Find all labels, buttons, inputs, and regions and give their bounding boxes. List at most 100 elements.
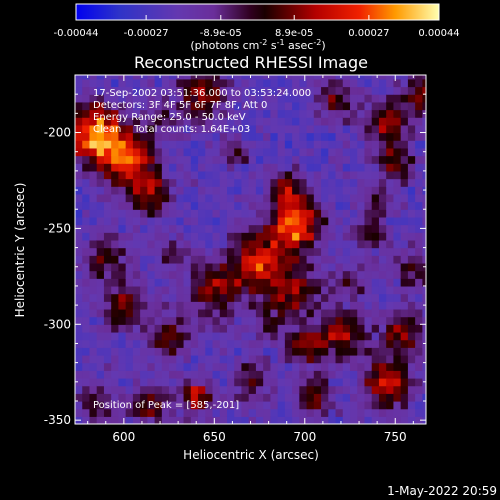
heatmap-cell xyxy=(335,316,344,325)
heatmap-cell xyxy=(378,255,387,264)
heatmap-cell xyxy=(198,331,206,341)
heatmap-cell xyxy=(96,385,105,394)
heatmap-cell xyxy=(82,163,91,172)
heatmap-cell xyxy=(284,101,293,111)
heatmap-cell xyxy=(248,216,257,226)
footer-timestamp: 1-May-2022 20:59 xyxy=(387,484,497,498)
heatmap-cell xyxy=(299,224,308,233)
heatmap-cell xyxy=(125,147,134,157)
heatmap-cell xyxy=(111,377,120,387)
heatmap-cell xyxy=(393,109,402,118)
heatmap-cell xyxy=(386,163,395,172)
heatmap-cell xyxy=(205,255,214,264)
heatmap-cell xyxy=(422,86,426,95)
heatmap-cell xyxy=(205,232,214,241)
heatmap-cell xyxy=(111,301,120,310)
heatmap-cell xyxy=(364,270,373,279)
heatmap-cell xyxy=(371,385,380,394)
heatmap-cell xyxy=(328,109,337,118)
heatmap-cell xyxy=(386,331,395,341)
heatmap-cell xyxy=(147,393,156,402)
heatmap-cell xyxy=(350,316,358,325)
heatmap-cell xyxy=(147,163,156,172)
heatmap-cell xyxy=(415,370,423,379)
heatmap-cell xyxy=(378,331,387,341)
heatmap-cell xyxy=(154,86,163,95)
heatmap-cell xyxy=(407,347,416,356)
heatmap-cell xyxy=(284,324,293,333)
heatmap-cell xyxy=(176,201,185,210)
heatmap-cell xyxy=(306,117,315,126)
heatmap-cell xyxy=(205,262,214,272)
heatmap-cell xyxy=(255,155,264,164)
heatmap-cell xyxy=(82,385,91,394)
heatmap-cell xyxy=(75,193,83,203)
heatmap-cell xyxy=(234,216,243,226)
heatmap-cell xyxy=(371,331,380,341)
heatmap-cell xyxy=(386,255,395,264)
heatmap-cell xyxy=(255,75,264,80)
heatmap-cell xyxy=(89,354,98,364)
heatmap-cell xyxy=(277,75,286,80)
heatmap-cell xyxy=(284,301,293,310)
heatmap-cell xyxy=(241,224,250,233)
heatmap-cell xyxy=(284,370,293,379)
heatmap-cell xyxy=(321,301,329,310)
heatmap-cell xyxy=(147,186,156,195)
heatmap-cell xyxy=(335,324,344,333)
heatmap-cell xyxy=(140,86,148,95)
heatmap-cell xyxy=(364,247,373,256)
heatmap-cell xyxy=(255,209,264,218)
heatmap-cell xyxy=(400,178,409,187)
heatmap-cell xyxy=(82,308,91,318)
heatmap-cell xyxy=(147,377,156,387)
heatmap-cell xyxy=(328,278,337,287)
heatmap-cell xyxy=(103,132,112,141)
heatmap-cell xyxy=(75,232,83,241)
heatmap-cell xyxy=(75,186,83,195)
heatmap-cell xyxy=(241,270,250,279)
heatmap-cell xyxy=(371,140,380,149)
heatmap-cell xyxy=(154,124,163,134)
heatmap-cell xyxy=(219,400,228,410)
heatmap-cell xyxy=(422,308,426,318)
heatmap-cell xyxy=(263,140,271,149)
heatmap-cell xyxy=(270,362,279,371)
heatmap-cell xyxy=(183,270,192,279)
heatmap-cell xyxy=(147,316,156,325)
heatmap-cell xyxy=(183,75,192,80)
heatmap-cell xyxy=(161,339,170,348)
heatmap-cell xyxy=(350,75,358,80)
heatmap-cell xyxy=(248,101,257,111)
heatmap-cell xyxy=(82,377,91,387)
heatmap-cell xyxy=(386,324,395,333)
heatmap-cell xyxy=(161,170,170,180)
heatmap-cell xyxy=(96,86,105,95)
heatmap-cell xyxy=(205,416,214,424)
heatmap-cell xyxy=(111,293,120,302)
heatmap-cell xyxy=(212,193,221,203)
heatmap-cell xyxy=(415,132,423,141)
heatmap-cell xyxy=(306,75,315,80)
heatmap-cell xyxy=(75,262,83,272)
heatmap-cell xyxy=(415,109,423,118)
heatmap-cell xyxy=(255,293,264,302)
heatmap-cell xyxy=(183,132,192,141)
heatmap-cell xyxy=(386,232,395,241)
heatmap-cell xyxy=(111,331,120,341)
heatmap-cell xyxy=(103,278,112,287)
heatmap-cell xyxy=(219,408,228,417)
heatmap-cell xyxy=(96,400,105,410)
heatmap-cell xyxy=(248,193,257,203)
heatmap-cell xyxy=(241,140,250,149)
heatmap-cell xyxy=(147,270,156,279)
heatmap-cell xyxy=(140,316,148,325)
heatmap-cell xyxy=(190,339,199,348)
heatmap-cell xyxy=(154,385,163,394)
heatmap-cell xyxy=(82,347,91,356)
heatmap-cell xyxy=(350,301,358,310)
heatmap-cell xyxy=(306,132,315,141)
heatmap-cell xyxy=(292,270,300,279)
heatmap-cell xyxy=(371,216,380,226)
heatmap-cell xyxy=(299,354,308,364)
